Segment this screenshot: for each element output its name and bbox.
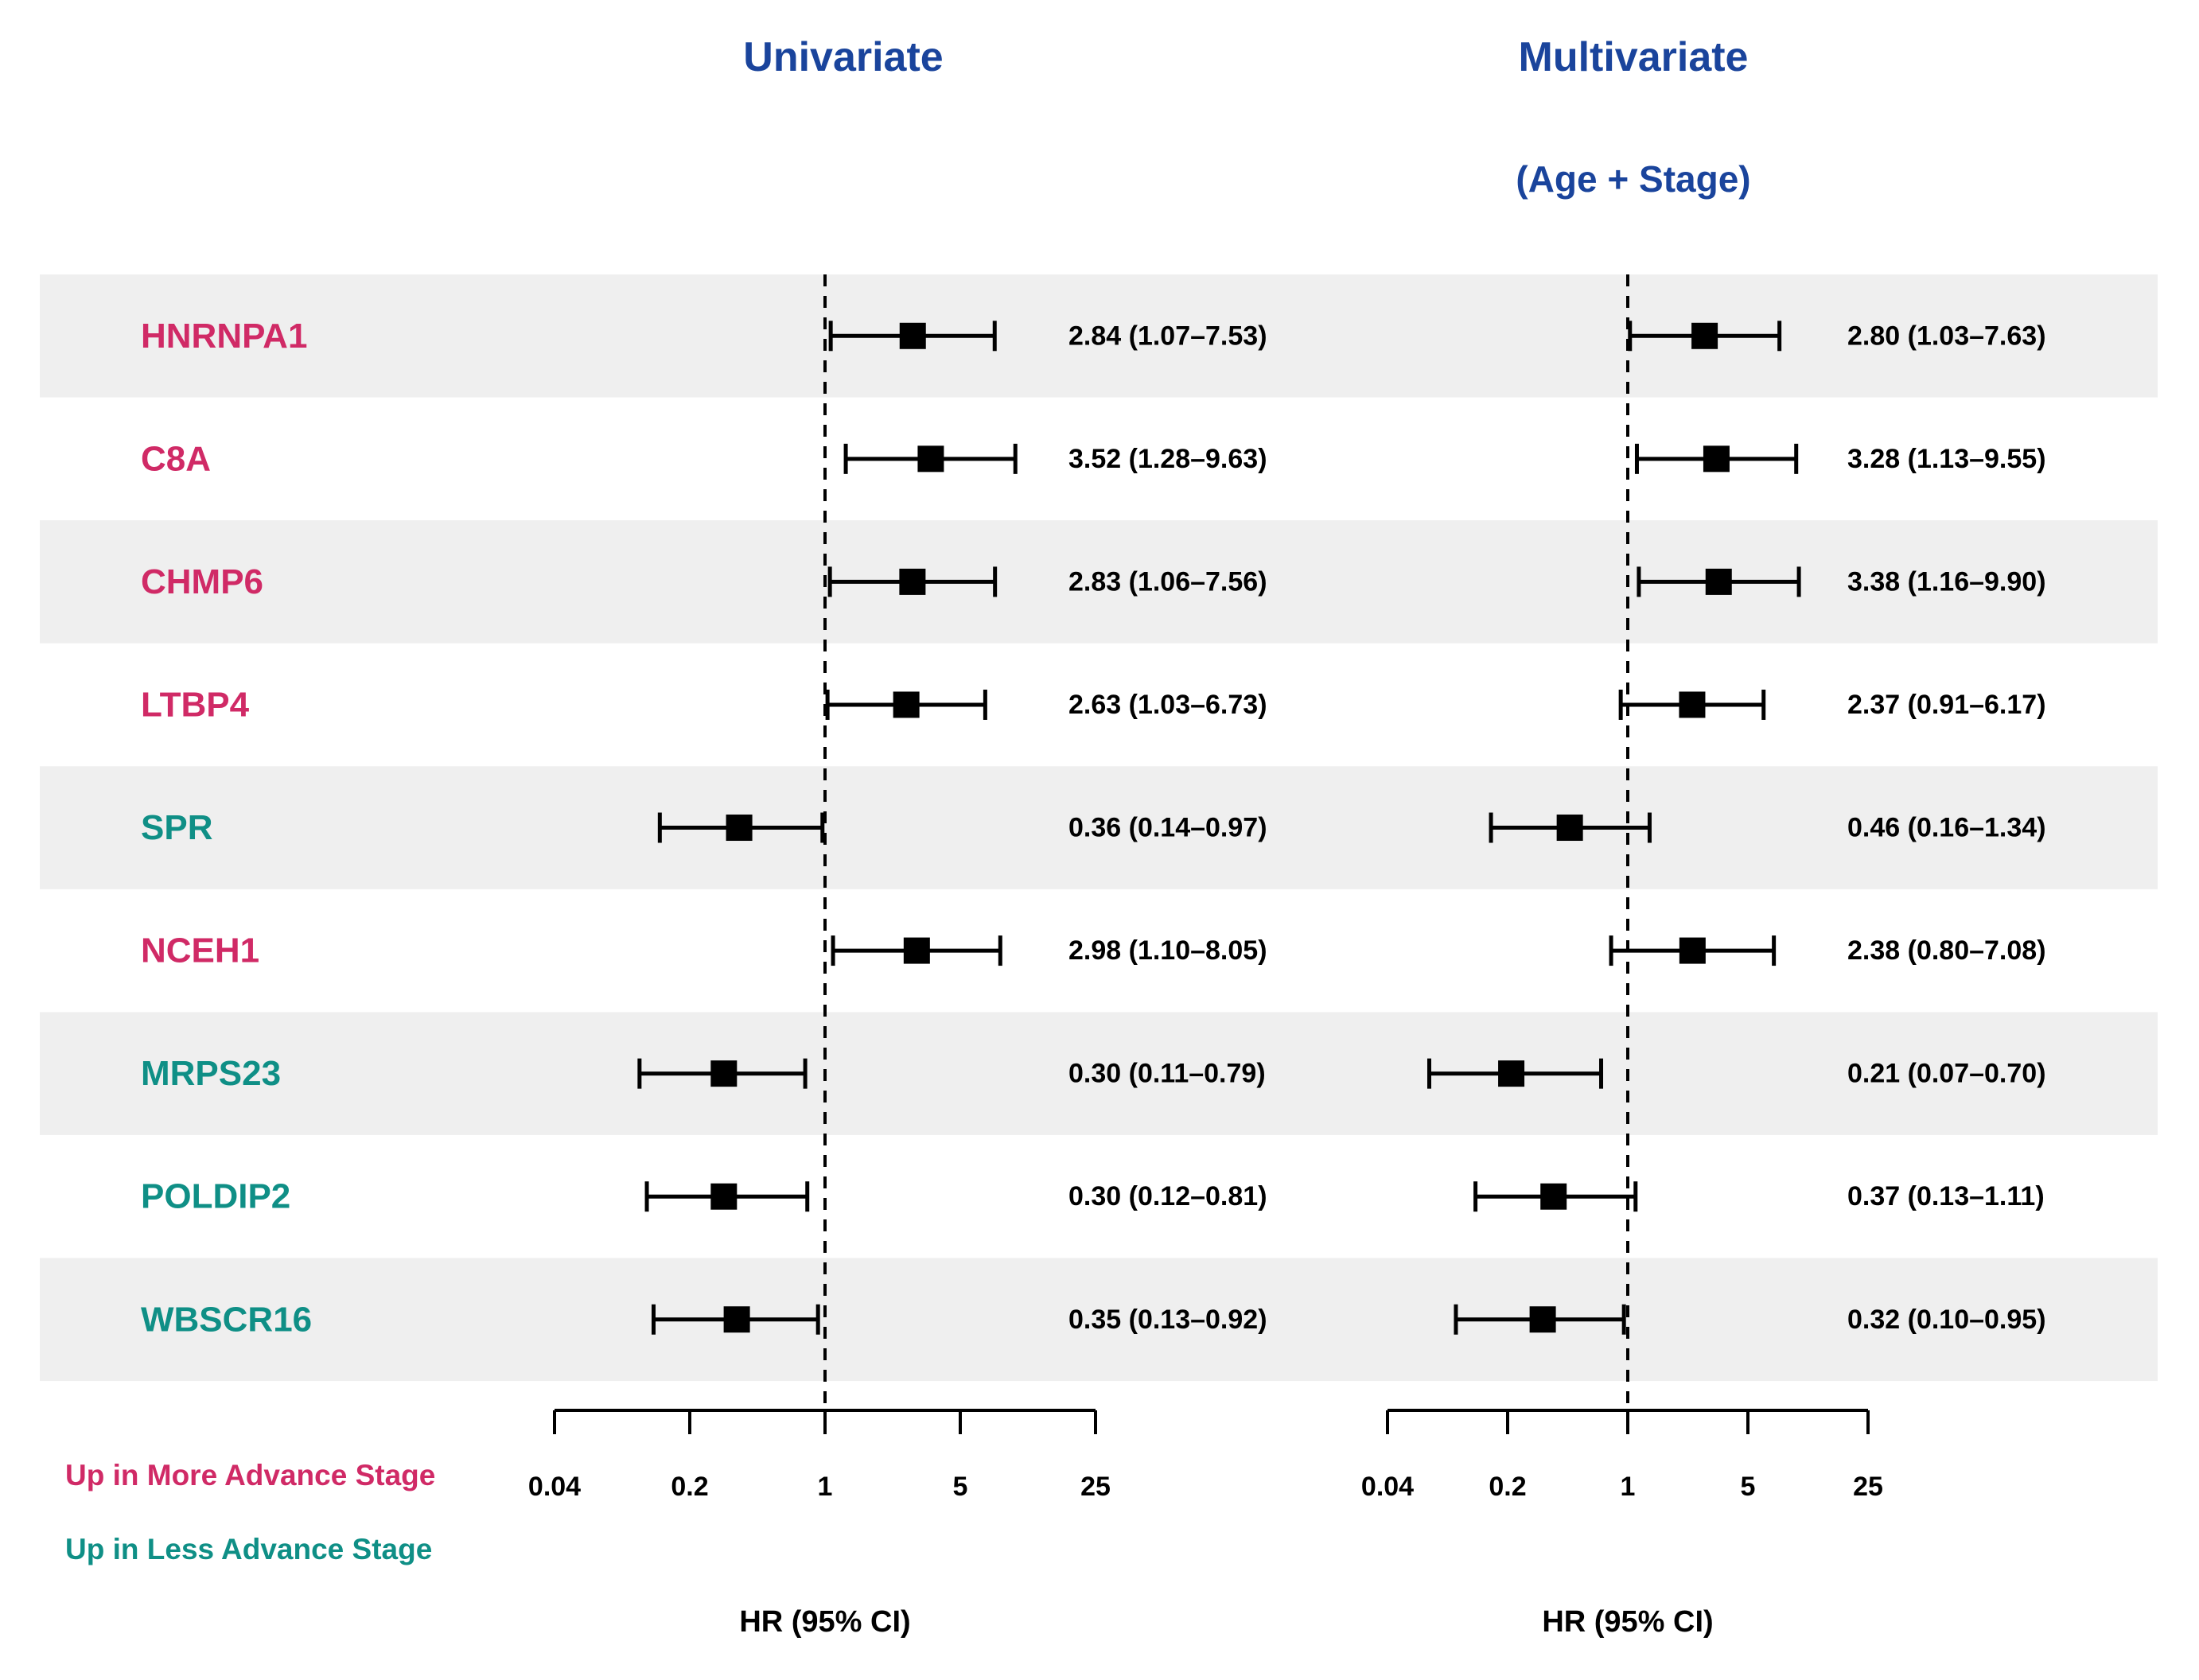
hr-marker bbox=[1679, 691, 1706, 718]
x-axis-tick-label: 5 bbox=[953, 1472, 968, 1502]
x-axis-tick-label: 25 bbox=[1080, 1472, 1111, 1502]
x-axis-tick-label: 0.2 bbox=[671, 1472, 708, 1502]
gene-label: MRPS23 bbox=[141, 1054, 281, 1093]
hr-value-label: 2.80 (1.03–7.63) bbox=[1847, 321, 2046, 351]
hr-value-label: 0.21 (0.07–0.70) bbox=[1847, 1059, 2046, 1089]
hr-marker bbox=[1540, 1183, 1567, 1210]
x-axis-tick-label: 0.04 bbox=[1361, 1472, 1414, 1502]
gene-label: C8A bbox=[141, 439, 211, 478]
row-band bbox=[40, 274, 2158, 398]
hr-value-label: 0.46 (0.16–1.34) bbox=[1847, 813, 2046, 843]
row-band bbox=[40, 766, 2158, 889]
hr-value-label: 3.38 (1.16–9.90) bbox=[1847, 566, 2046, 597]
hr-value-label: 3.28 (1.13–9.55) bbox=[1847, 444, 2046, 474]
hr-marker bbox=[899, 568, 926, 595]
hr-marker bbox=[723, 1306, 750, 1333]
hr-value-label: 0.35 (0.13–0.92) bbox=[1068, 1305, 1267, 1335]
hr-marker bbox=[1705, 568, 1732, 595]
univariate-column-header: Univariate bbox=[743, 34, 944, 80]
hr-value-label: 2.84 (1.07–7.53) bbox=[1068, 321, 1267, 351]
legend-up-less-advance-stage: Up in Less Advance Stage bbox=[65, 1533, 433, 1565]
hr-marker bbox=[710, 1060, 738, 1087]
hr-value-label: 0.32 (0.10–0.95) bbox=[1847, 1305, 2046, 1335]
hr-value-label: 0.30 (0.12–0.81) bbox=[1068, 1181, 1267, 1211]
hr-value-label: 2.98 (1.10–8.05) bbox=[1068, 935, 1267, 966]
row-band bbox=[40, 1258, 2158, 1382]
row-band bbox=[40, 520, 2158, 644]
x-axis-tick-label: 1 bbox=[1621, 1472, 1636, 1502]
univariate-x-axis-label: HR (95% CI) bbox=[739, 1605, 911, 1639]
hr-value-label: 0.30 (0.11–0.79) bbox=[1068, 1059, 1266, 1089]
x-axis-tick-label: 1 bbox=[818, 1472, 833, 1502]
gene-label: LTBP4 bbox=[141, 685, 250, 724]
hr-marker bbox=[1691, 322, 1718, 349]
hr-marker bbox=[710, 1183, 738, 1210]
gene-label: SPR bbox=[141, 808, 212, 847]
multivariate-column-header: Multivariate bbox=[1518, 34, 1749, 80]
hr-value-label: 2.63 (1.03–6.73) bbox=[1068, 690, 1267, 720]
hr-value-label: 3.52 (1.28–9.63) bbox=[1068, 444, 1267, 474]
x-axis-tick-label: 5 bbox=[1741, 1472, 1756, 1502]
hr-marker bbox=[1703, 445, 1730, 472]
gene-label: NCEH1 bbox=[141, 931, 259, 970]
hr-marker bbox=[899, 322, 926, 349]
gene-label: CHMP6 bbox=[141, 562, 263, 601]
multivariate-x-axis-label: HR (95% CI) bbox=[1542, 1605, 1714, 1639]
row-band bbox=[40, 1012, 2158, 1135]
x-axis-tick-label: 25 bbox=[1853, 1472, 1883, 1502]
hr-value-label: 2.37 (0.91–6.17) bbox=[1847, 690, 2046, 720]
gene-label: POLDIP2 bbox=[141, 1177, 290, 1216]
hr-marker bbox=[893, 691, 920, 718]
legend-up-more-advance-stage: Up in More Advance Stage bbox=[65, 1459, 436, 1491]
hr-marker bbox=[917, 445, 944, 472]
x-axis-tick-label: 0.04 bbox=[528, 1472, 581, 1502]
hr-marker bbox=[726, 815, 753, 842]
hr-value-label: 2.38 (0.80–7.08) bbox=[1847, 935, 2046, 966]
hr-marker bbox=[1556, 815, 1583, 842]
hr-value-label: 0.36 (0.14–0.97) bbox=[1068, 813, 1267, 843]
hr-marker bbox=[1498, 1060, 1525, 1087]
x-axis-tick-label: 0.2 bbox=[1489, 1472, 1526, 1502]
gene-label: WBSCR16 bbox=[141, 1300, 312, 1339]
hr-marker bbox=[903, 937, 930, 964]
hr-marker bbox=[1529, 1306, 1556, 1333]
hr-value-label: 0.37 (0.13–1.11) bbox=[1847, 1181, 2045, 1211]
multivariate-subtitle: (Age + Stage) bbox=[1516, 158, 1751, 200]
gene-label: HNRNPA1 bbox=[141, 317, 307, 356]
hr-value-label: 2.83 (1.06–7.56) bbox=[1068, 566, 1267, 597]
hr-marker bbox=[1679, 937, 1706, 964]
